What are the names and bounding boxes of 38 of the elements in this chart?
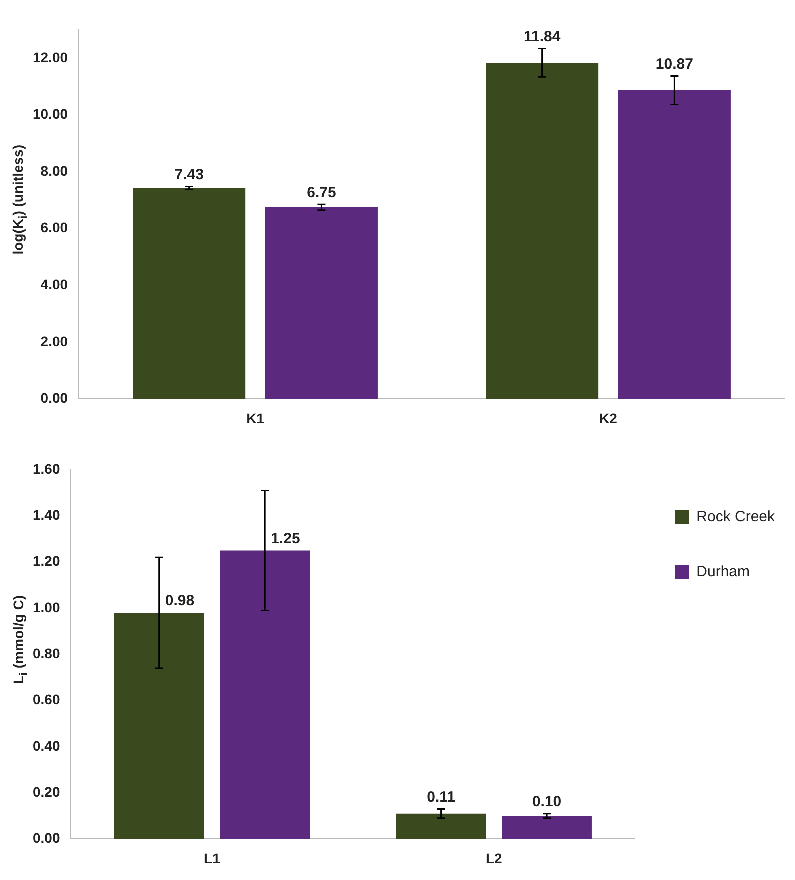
bar [265,208,378,400]
y-tick-label: 1.40 [33,507,60,524]
y-tick-label: 0.80 [33,645,60,662]
x-tick-label: K1 [246,410,265,426]
y-tick-label: 10.00 [32,106,68,122]
bar [618,90,731,400]
bar [396,814,486,840]
bar [133,188,246,400]
x-tick-label: L2 [486,850,503,866]
data-label: 7.43 [174,166,204,184]
legend-label: Rock Creek [696,508,776,526]
y-tick-label: 1.00 [33,599,60,616]
y-tick-label: 1.20 [33,553,60,570]
x-tick-label: L1 [204,850,221,866]
y-tick-label: 6.00 [40,220,68,236]
y-tick-label: 1.60 [33,460,60,477]
data-label: 0.11 [427,788,456,806]
bar [502,816,592,840]
y-tick-label: 12.00 [32,49,68,66]
data-label: 6.75 [307,184,336,202]
bar [114,613,204,840]
data-label: 0.98 [165,592,195,610]
y-tick-label: 0.00 [33,830,60,846]
y-tick-label: 0.40 [33,738,60,754]
data-label: 10.87 [656,56,694,73]
data-label: 11.84 [524,28,562,46]
data-label: 0.10 [532,793,562,810]
y-tick-label: 0.20 [33,784,60,800]
y-tick-label: 4.00 [40,276,68,292]
bar [220,550,310,840]
bar [486,62,599,400]
legend-label: Durham [696,564,750,581]
y-tick-label: 8.00 [40,162,68,179]
data-label: 1.25 [271,530,300,548]
x-tick-label: K2 [600,410,618,426]
y-tick-label: 0.00 [40,390,68,406]
y-tick-label: 0.60 [33,692,60,708]
y-tick-label: 2.00 [40,333,68,350]
